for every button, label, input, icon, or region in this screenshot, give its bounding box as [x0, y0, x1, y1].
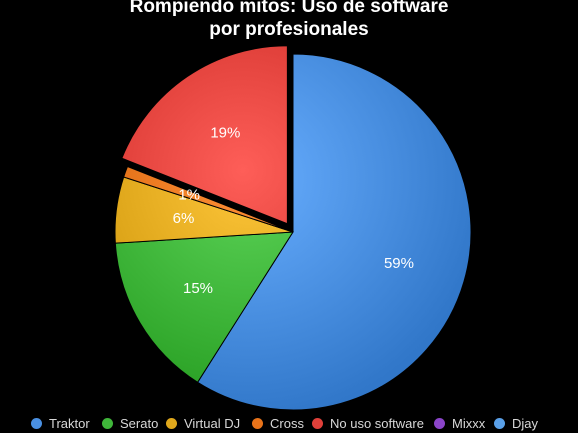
- legend-item-no-uso-software: No uso software: [312, 414, 424, 432]
- legend-label: Traktor: [49, 415, 90, 431]
- pie-slice-cross: [123, 165, 294, 233]
- legend-item-traktor: Traktor: [31, 414, 90, 432]
- pie-labels: 59% 15% 6% 1% 19%: [173, 124, 414, 297]
- slice-label-no-uso-software: 19%: [210, 124, 240, 141]
- legend-label: No uso software: [330, 415, 424, 431]
- legend-swatch: [31, 417, 42, 429]
- legend-swatch: [312, 417, 323, 429]
- slice-label-cross: 1%: [178, 187, 200, 204]
- legend-label: Mixxx: [452, 415, 486, 431]
- legend-swatch: [102, 417, 113, 429]
- pie-slice-traktor: [196, 53, 472, 411]
- legend-label: Djay: [512, 415, 539, 431]
- legend-item-mixxx: Mixxx: [434, 414, 485, 432]
- chart-title-line-1: Rompiendo mitos: Uso de software: [129, 0, 449, 17]
- legend-item-serato: Serato: [102, 414, 158, 432]
- slice-label-virtual-dj: 6%: [173, 210, 195, 227]
- chart-title: Rompiendo mitos: Uso de software por pro…: [0, 0, 578, 41]
- legend-item-virtual-dj: Virtual DJ: [166, 414, 240, 432]
- legend-swatch: [494, 417, 505, 429]
- legend-item-cross: Cross: [252, 414, 304, 432]
- legend-swatch: [252, 417, 263, 429]
- legend-item-djay: Djay: [494, 414, 538, 432]
- slice-label-traktor: 59%: [384, 255, 414, 272]
- legend-label: Cross: [270, 415, 304, 431]
- legend-swatch: [166, 417, 177, 429]
- legend-swatch: [434, 417, 445, 429]
- legend-label: Virtual DJ: [184, 415, 241, 431]
- chart-title-line-2: por profesionales: [209, 19, 369, 40]
- slice-label-serato: 15%: [183, 280, 213, 297]
- legend-label: Serato: [120, 415, 159, 431]
- pie-slice-no-uso-software: [121, 45, 288, 225]
- pie-slice-serato: [114, 231, 294, 383]
- pie-slices: [114, 45, 472, 411]
- chart-legend: Traktor Serato Virtual DJ Cross No uso softw…: [0, 414, 578, 432]
